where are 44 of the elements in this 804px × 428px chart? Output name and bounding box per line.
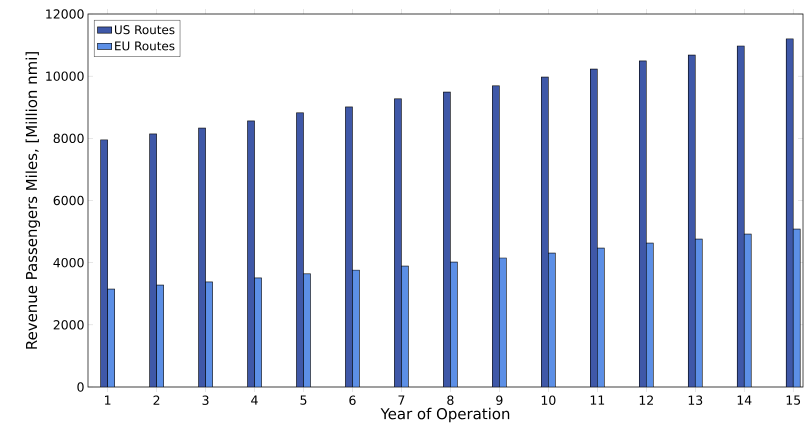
bar bbox=[450, 262, 458, 387]
bar bbox=[688, 54, 696, 387]
x-tick-label: 2 bbox=[154, 396, 160, 405]
x-tick-label: 3 bbox=[202, 396, 208, 405]
y-tick-label: 4000 bbox=[53, 258, 84, 268]
bar bbox=[638, 60, 647, 387]
bar bbox=[736, 46, 745, 387]
x-tick-label: 5 bbox=[300, 396, 306, 405]
bar bbox=[100, 140, 108, 387]
y-tick-label: 2000 bbox=[54, 320, 84, 330]
x-tick-label: 6 bbox=[349, 396, 356, 405]
bar bbox=[499, 258, 507, 387]
x-tick-label: 14 bbox=[738, 396, 752, 405]
bar bbox=[646, 242, 654, 387]
x-axis-title: Year of Operation bbox=[380, 408, 510, 422]
bar bbox=[597, 248, 605, 387]
x-tick-label: 4 bbox=[251, 396, 258, 405]
x-tick-label: 15 bbox=[786, 396, 800, 405]
bar bbox=[443, 92, 451, 387]
bar bbox=[541, 76, 549, 387]
y-tick-label: 0 bbox=[77, 382, 84, 392]
y-tick-label: 8000 bbox=[54, 134, 84, 144]
y-tick-label: 12000 bbox=[46, 9, 84, 19]
x-tick-label: 8 bbox=[447, 396, 454, 405]
bar bbox=[694, 238, 703, 387]
bar bbox=[744, 234, 752, 387]
x-tick-label: 13 bbox=[688, 396, 702, 405]
legend-label: EU Routes bbox=[115, 42, 174, 50]
legend-label: US Routes bbox=[114, 25, 174, 34]
x-tick-label: 7 bbox=[398, 396, 404, 405]
y-axis-title: Revenue Passengers Miles, [Million nmi] bbox=[26, 52, 40, 349]
y-tick-label: 10000 bbox=[46, 71, 84, 81]
bar bbox=[492, 86, 500, 387]
bar bbox=[590, 68, 598, 387]
bar bbox=[107, 288, 115, 387]
bar bbox=[548, 252, 556, 387]
y-tick-label: 6000 bbox=[54, 196, 84, 206]
x-tick-label: 11 bbox=[590, 396, 604, 405]
x-tick-label: 12 bbox=[640, 396, 653, 405]
x-tick-label: 1 bbox=[105, 396, 110, 405]
x-tick-label: 10 bbox=[542, 396, 556, 405]
bar bbox=[792, 228, 801, 387]
bar bbox=[786, 38, 794, 387]
x-tick-label: 9 bbox=[496, 396, 502, 405]
